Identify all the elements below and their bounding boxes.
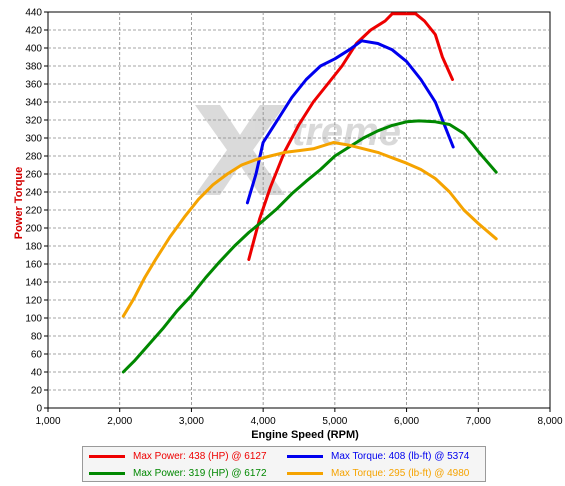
legend-label: Max Power: 319 (HP) @ 6172 [133, 467, 267, 479]
y-tick-label: 20 [31, 386, 43, 397]
x-tick-label: 6,000 [394, 416, 419, 427]
legend-label: Max Power: 438 (HP) @ 6127 [133, 450, 267, 462]
x-axis-label: Engine Speed (RPM) [251, 429, 359, 441]
y-tick-label: 260 [25, 170, 42, 181]
series-line [245, 39, 455, 205]
y-tick-label: 340 [25, 98, 42, 109]
legend-label: Max Torque: 408 (lb-ft) @ 5374 [331, 450, 470, 462]
y-tick-label: 360 [25, 80, 42, 91]
y-tick-label: 400 [25, 44, 42, 55]
y-tick-label: 240 [25, 188, 42, 199]
x-tick-label: 5,000 [322, 416, 347, 427]
watermark-x-shape [195, 105, 285, 195]
series-line [247, 12, 454, 261]
legend-swatch [89, 454, 125, 458]
legend-item: Max Power: 438 (HP) @ 6127 [89, 448, 267, 464]
watermark-logo: treme [195, 105, 401, 195]
y-tick-label: 220 [25, 206, 42, 217]
legend-label: Max Torque: 295 (lb-ft) @ 4980 [331, 467, 470, 479]
y-axis-label: Power Torque [13, 166, 25, 240]
watermark-text: treme [292, 110, 401, 154]
x-tick-label: 7,000 [466, 416, 491, 427]
y-tick-label: 180 [25, 242, 42, 253]
y-tick-label: 0 [36, 404, 42, 415]
legend-item: Max Power: 319 (HP) @ 6172 [89, 465, 267, 481]
series-line [121, 119, 498, 374]
y-tick-label: 200 [25, 224, 42, 235]
y-tick-label: 320 [25, 116, 42, 127]
y-tick-label: 80 [31, 332, 43, 343]
legend-item: Max Torque: 408 (lb-ft) @ 5374 [287, 448, 469, 464]
y-tick-label: 380 [25, 62, 42, 73]
x-tick-label: 2,000 [107, 416, 132, 427]
legend: Max Power: 438 (HP) @ 6127 Max Torque: 4… [82, 446, 486, 482]
x-tick-label: 8,000 [537, 416, 562, 427]
y-tick-label: 160 [25, 260, 42, 271]
legend-swatch [287, 454, 323, 458]
y-tick-label: 280 [25, 152, 42, 163]
y-tick-label: 440 [25, 8, 42, 19]
x-tick-label: 4,000 [251, 416, 276, 427]
series-line [121, 141, 498, 318]
y-tick-label: 300 [25, 134, 42, 145]
y-tick-label: 40 [31, 368, 43, 379]
y-tick-label: 140 [25, 278, 42, 289]
y-tick-label: 120 [25, 296, 42, 307]
x-tick-label: 1,000 [35, 416, 60, 427]
legend-swatch [287, 471, 323, 475]
y-tick-label: 100 [25, 314, 42, 325]
x-tick-label: 3,000 [179, 416, 204, 427]
y-tick-label: 60 [31, 350, 43, 361]
legend-item: Max Torque: 295 (lb-ft) @ 4980 [287, 465, 469, 481]
legend-swatch [89, 471, 125, 475]
y-tick-label: 420 [25, 26, 42, 37]
